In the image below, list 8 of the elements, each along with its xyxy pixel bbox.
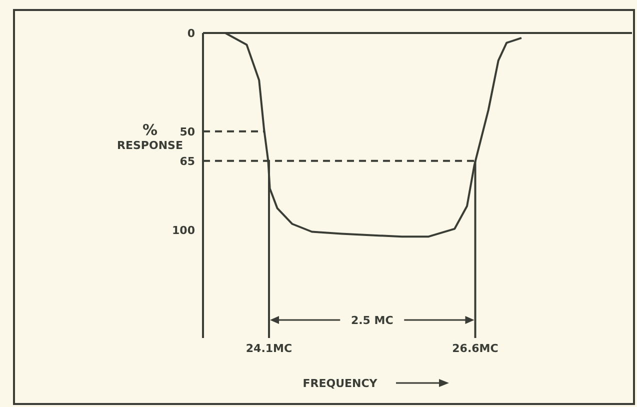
x-tick-label: 26.6MC	[452, 342, 498, 355]
y-tick-label: 100	[172, 224, 196, 237]
x-tick-label: 24.1MC	[246, 342, 292, 355]
y-tick-label: 0	[187, 27, 196, 40]
annotation: 2.5 MC	[350, 314, 394, 327]
x-axis-title: FREQUENCY	[302, 377, 378, 390]
y-tick-label: 65	[180, 154, 195, 168]
y-tick-label: 50	[180, 125, 196, 138]
